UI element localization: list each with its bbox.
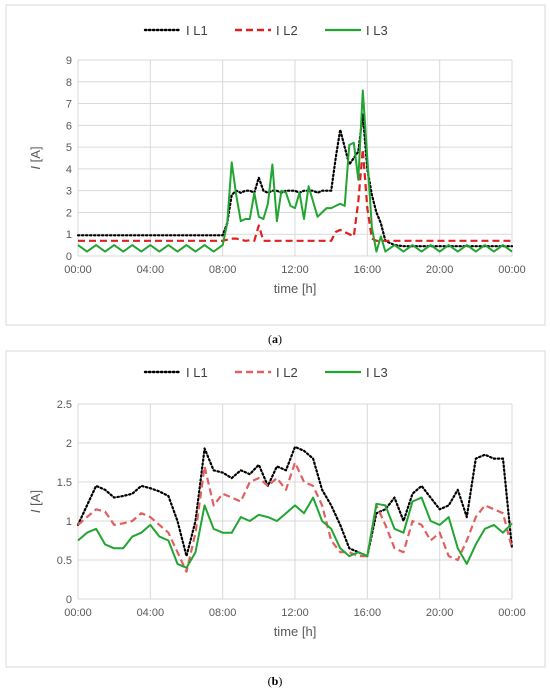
chart-a-x-axis-title: time [h] [274, 281, 317, 296]
chart-a-legend-label: I L2 [276, 23, 298, 38]
chart-a-x-tick-label: 04:00 [137, 264, 165, 276]
chart-a-caption-open: ( [268, 332, 272, 346]
chart-b-x-tick-label: 08:00 [209, 607, 237, 619]
chart-b-y-axis-title-unit: [A] [28, 490, 43, 510]
chart-a-y-tick-label: 2 [66, 207, 72, 219]
chart-a-x-tick-label: 12:00 [281, 264, 309, 276]
chart-b-x-tick-label: 00:00 [64, 607, 92, 619]
chart-b-y-axis-title-symbol: I [28, 509, 43, 513]
chart-a-y-tick-label: 9 [66, 55, 72, 67]
chart-a-y-tick-label: 3 [66, 186, 72, 198]
chart-b-y-tick-label: 2.5 [57, 399, 72, 411]
chart-a-legend: I L1 I L2 I L3 [143, 23, 388, 38]
chart-a-y-tick-label: 1 [66, 229, 72, 241]
chart-a-legend-label: I L1 [186, 23, 208, 38]
chart-b-series-i-l3-line [77, 496, 513, 569]
chart-a: 0 1 2 3 4 5 6 7 8 9 00:00 04:00 08:00 12:00 16:00 20:00… [28, 23, 526, 296]
chart-b-caption-open: ( [268, 674, 272, 688]
chart-a-y-axis-title-unit: [A] [28, 146, 43, 166]
chart-b-x-tick-label: 20:00 [426, 607, 454, 619]
chart-b-legend-label: I L3 [366, 365, 388, 380]
chart-a-caption-close: ) [278, 332, 282, 346]
chart-a-x-tick-label: 00:00 [498, 264, 526, 276]
chart-b-legend-label: I L1 [186, 365, 208, 380]
chart-b-caption: (b) [268, 674, 283, 688]
chart-a-caption: (a) [268, 332, 282, 346]
chart-a-caption-letter: a [272, 332, 278, 346]
chart-a-series-i-l3-line [77, 89, 513, 253]
chart-a-y-tick-label: 0 [66, 251, 72, 263]
chart-a-y-axis-title-symbol: I [28, 166, 43, 170]
chart-b-x-tick-label: 12:00 [281, 607, 309, 619]
chart-b-x-axis-title: time [h] [274, 624, 317, 639]
chart-a-x-tick-label: 16:00 [354, 264, 382, 276]
chart-a-y-tick-label: 6 [66, 120, 72, 132]
chart-b-legend-label: I L2 [276, 365, 298, 380]
chart-a-frame [5, 4, 546, 326]
chart-b-y-tick-label: 1 [66, 516, 72, 528]
chart-b-x-tick-label: 04:00 [137, 607, 165, 619]
chart-b-legend: I L1 I L2 I L3 [143, 365, 388, 380]
chart-b-y-tick-label: 1.5 [57, 477, 72, 489]
chart-a-series-i-l2-line [78, 148, 512, 242]
chart-b-y-axis-title: I [A] [28, 490, 43, 513]
chart-a-y-tick-label: 8 [66, 77, 72, 89]
chart-a-x-tick-label: 08:00 [209, 264, 237, 276]
chart-a-y-tick-label: 5 [66, 142, 72, 154]
chart-b-y-tick-label: 2 [66, 438, 72, 450]
chart-b: 0 0.5 1 1.5 2 2.5 00:00 04:00 08:00 12:00 16:00 20:… [28, 365, 526, 639]
chart-b-series-i-l1-line [76, 445, 514, 558]
chart-a-x-tick-label: 20:00 [426, 264, 454, 276]
chart-b-caption-letter: b [272, 674, 279, 688]
chart-b-series-i-l2-line [77, 461, 514, 573]
chart-b-y-tick-label: 0.5 [57, 555, 72, 567]
chart-b-x-tick-label: 16:00 [354, 607, 382, 619]
chart-b-caption-close: ) [278, 674, 282, 688]
chart-a-y-axis-title: I [A] [28, 146, 43, 169]
chart-a-y-tick-label: 7 [66, 99, 72, 111]
chart-a-legend-label: I L3 [366, 23, 388, 38]
chart-a-y-tick-label: 4 [66, 164, 72, 176]
chart-b-x-tick-label: 00:00 [498, 607, 526, 619]
chart-a-x-tick-label: 00:00 [64, 264, 92, 276]
chart-b-y-tick-label: 0 [66, 594, 72, 606]
